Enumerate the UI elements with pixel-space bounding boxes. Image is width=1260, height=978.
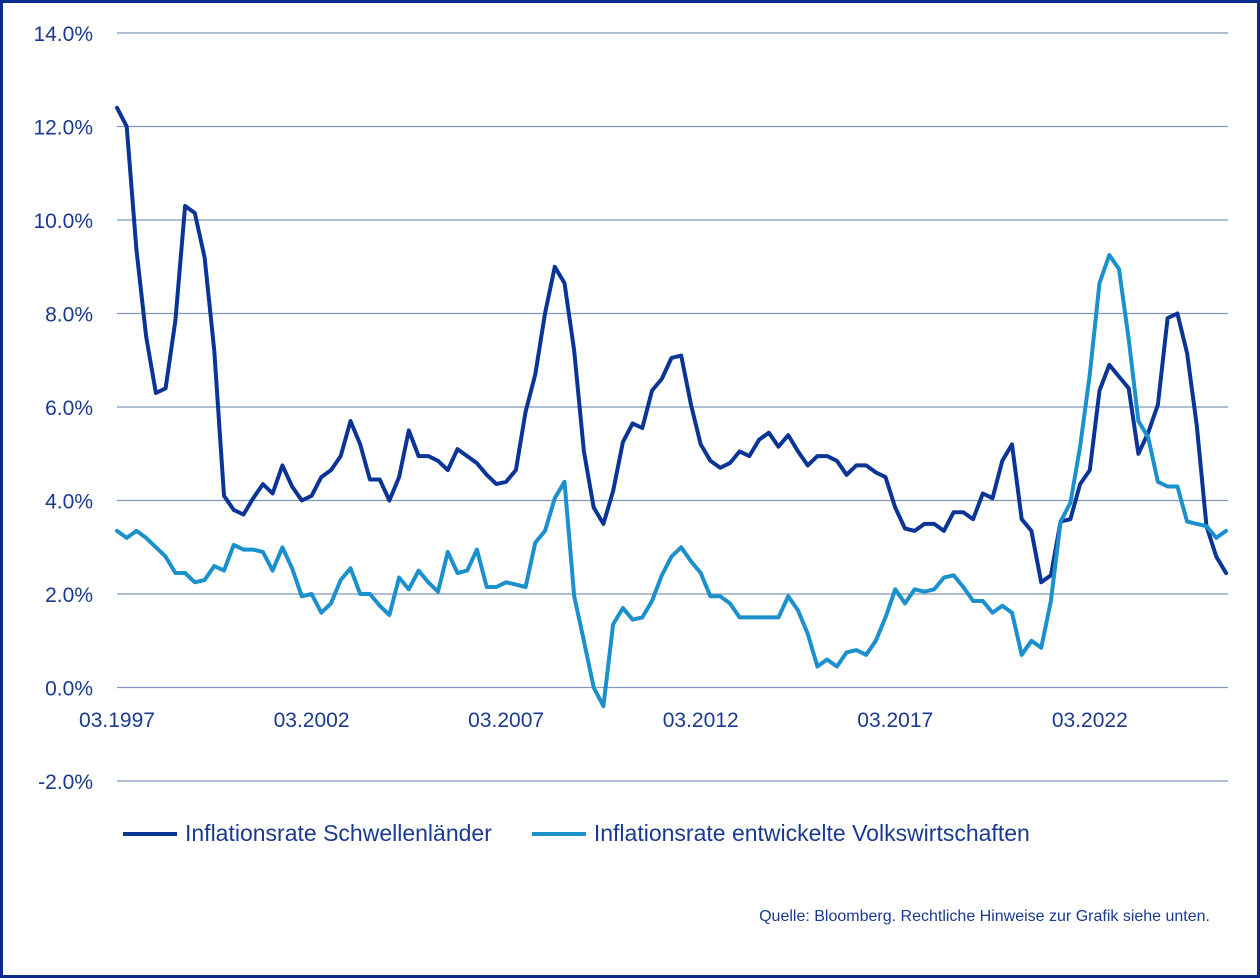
x-tick-label: 03.1997 bbox=[79, 709, 155, 732]
y-tick-label: 6.0% bbox=[45, 397, 93, 420]
legend-item-developed: Inflationsrate entwickelte Volkswirtscha… bbox=[531, 820, 1030, 847]
series-line-emerging bbox=[115, 105, 1228, 585]
x-tick-label: 03.2017 bbox=[857, 709, 933, 732]
x-tick-label: 03.2007 bbox=[468, 709, 544, 732]
legend: Inflationsrate Schwellenländer Inflation… bbox=[123, 820, 1030, 847]
y-tick-label: 14.0% bbox=[33, 23, 93, 46]
y-tick-label: 4.0% bbox=[45, 491, 93, 514]
x-tick-label: 03.2022 bbox=[1052, 709, 1128, 732]
legend-label-developed: Inflationsrate entwickelte Volkswirtscha… bbox=[593, 820, 1030, 846]
series-line-developed bbox=[115, 253, 1228, 709]
legend-item-emerging: Inflationsrate Schwellenländer bbox=[123, 820, 492, 847]
x-tick-label: 03.2002 bbox=[274, 709, 350, 732]
y-tick-label: 12.0% bbox=[33, 117, 93, 140]
y-tick-label: 10.0% bbox=[33, 210, 93, 233]
source-note: Quelle: Bloomberg. Rechtliche Hinweise z… bbox=[759, 908, 1210, 925]
y-tick-label: 8.0% bbox=[45, 304, 93, 327]
x-tick-label: 03.2012 bbox=[663, 709, 739, 732]
legend-swatch-emerging bbox=[123, 831, 177, 836]
y-tick-label: 0.0% bbox=[45, 678, 93, 701]
y-tick-label: 2.0% bbox=[45, 584, 93, 607]
y-tick-label: -2.0% bbox=[38, 771, 93, 794]
legend-label-emerging: Inflationsrate Schwellenländer bbox=[185, 820, 492, 846]
legend-swatch-developed bbox=[531, 831, 586, 836]
